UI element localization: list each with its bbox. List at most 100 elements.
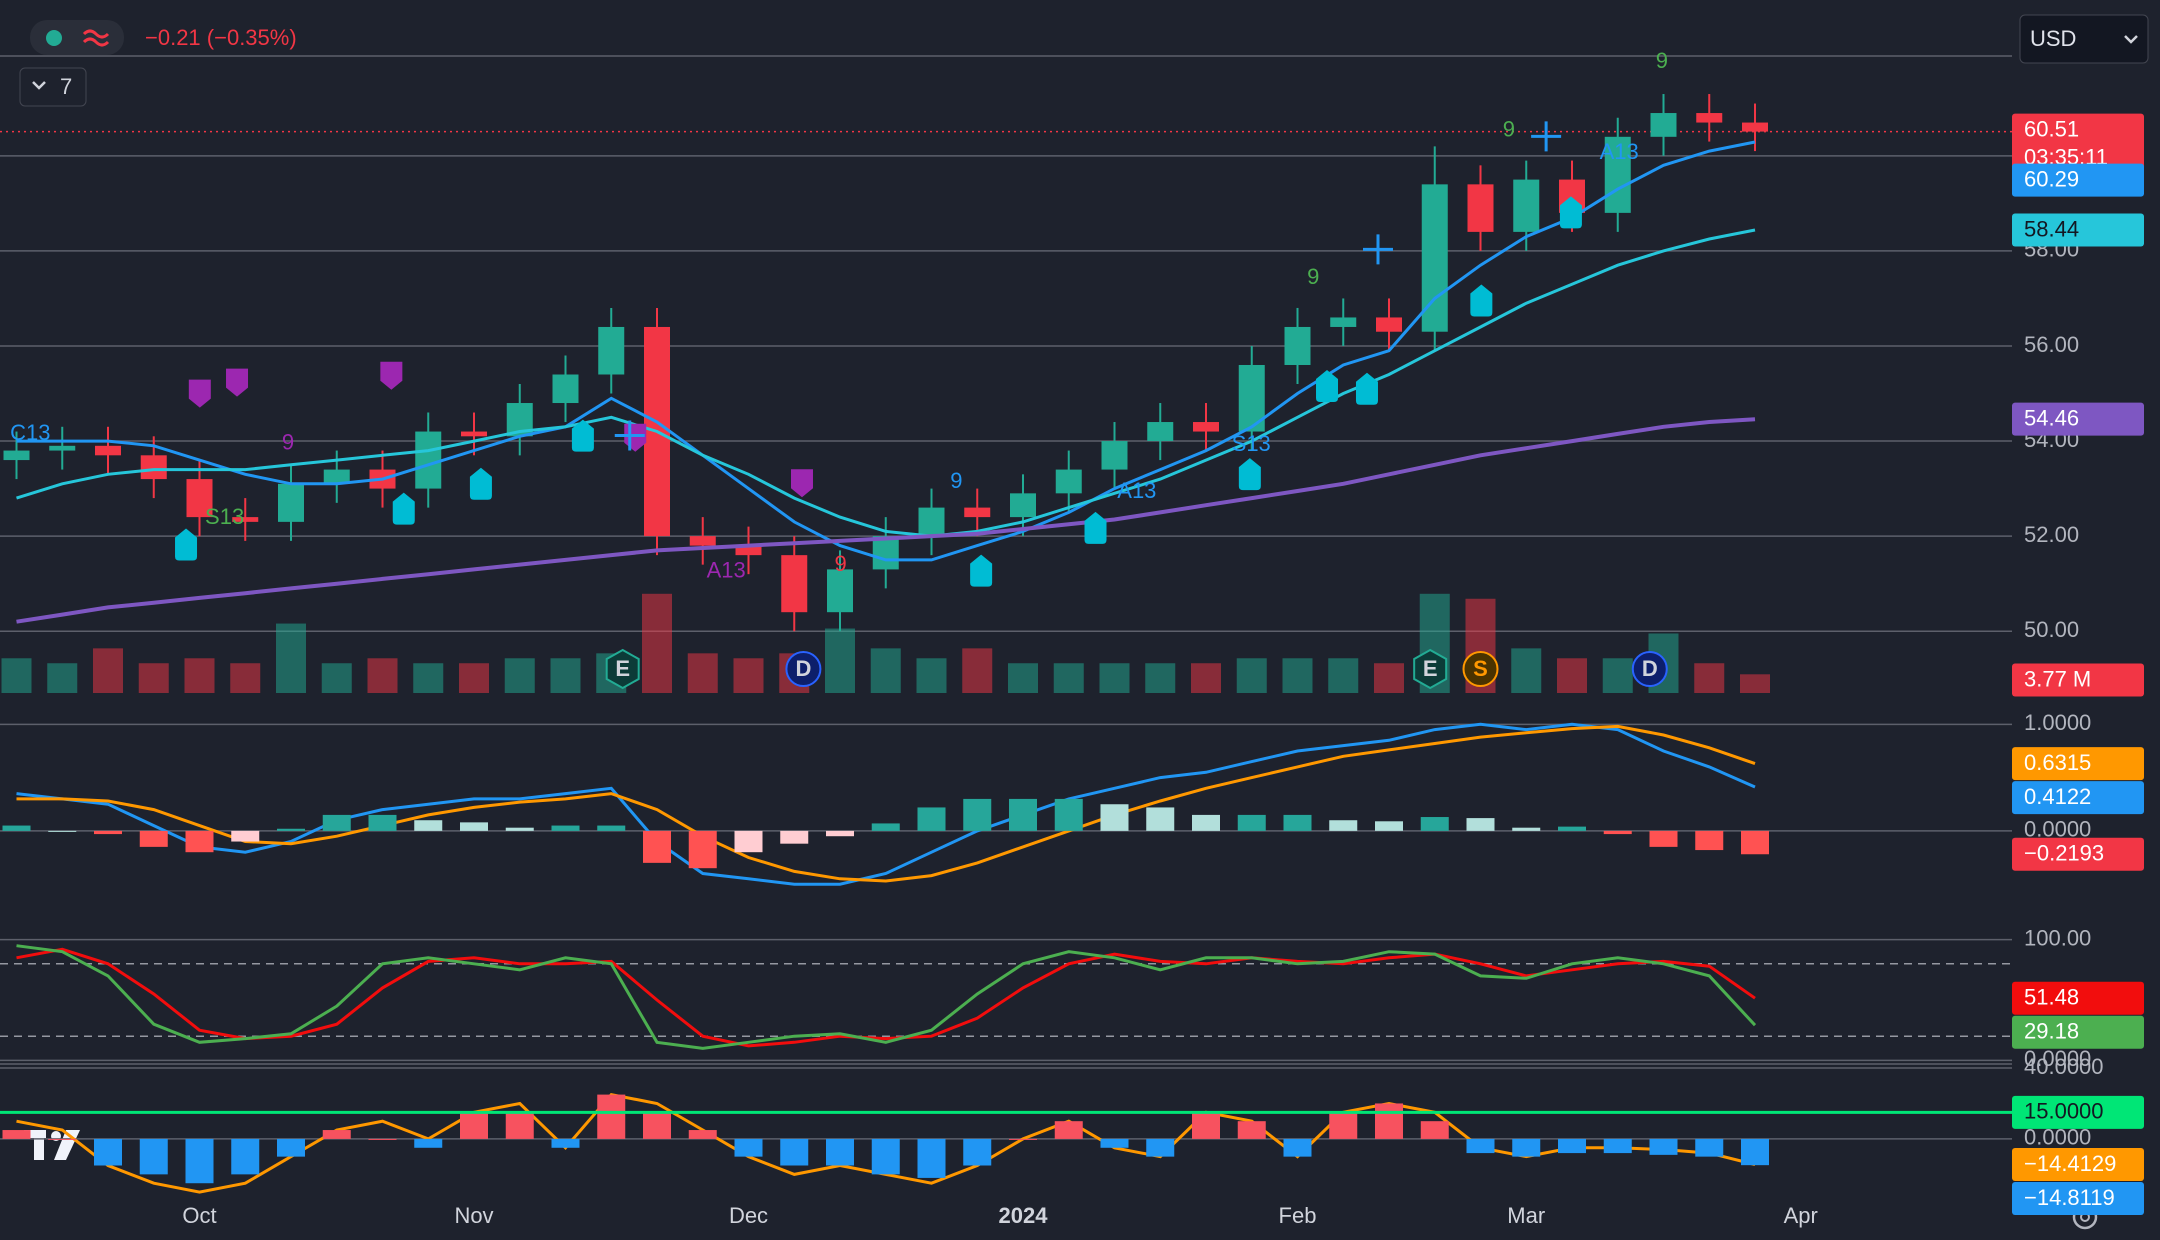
logo-part bbox=[34, 1130, 44, 1160]
volume-bar bbox=[733, 658, 764, 693]
chevron-icon bbox=[32, 81, 46, 90]
histogram-bar bbox=[1329, 820, 1358, 831]
volume-bar bbox=[1694, 663, 1725, 693]
histogram-bar bbox=[1512, 1138, 1541, 1157]
candle-body bbox=[1467, 184, 1494, 232]
histogram-bar bbox=[1009, 1138, 1037, 1140]
histogram-bar bbox=[826, 1138, 854, 1166]
indicator-line bbox=[16, 944, 1757, 1050]
event-label: D bbox=[1642, 656, 1658, 681]
histogram-bar bbox=[414, 1138, 443, 1148]
price-tag bbox=[2012, 163, 2144, 197]
buy-marker bbox=[175, 528, 198, 561]
histogram-bar bbox=[1420, 1121, 1449, 1139]
histogram-bar bbox=[963, 1138, 992, 1166]
volume-bar bbox=[1008, 663, 1038, 693]
event-label: E bbox=[615, 656, 630, 681]
price-tag bbox=[2012, 747, 2144, 781]
histogram-bar bbox=[368, 1138, 397, 1140]
histogram-bar bbox=[48, 830, 77, 832]
event-badge bbox=[1631, 651, 1668, 687]
candle-body bbox=[918, 507, 945, 537]
buy-marker bbox=[970, 554, 993, 587]
volume-bar bbox=[962, 648, 993, 693]
buy-marker bbox=[1316, 369, 1339, 402]
x-tick-label: Dec bbox=[729, 1203, 768, 1228]
volume-bar bbox=[1511, 648, 1542, 693]
candle-body bbox=[598, 326, 625, 375]
x-tick-label: 2024 bbox=[999, 1203, 1049, 1228]
td-label: 9 bbox=[1656, 48, 1668, 73]
histogram-bar bbox=[643, 830, 671, 863]
event-label: D bbox=[795, 656, 811, 681]
event-badge bbox=[605, 648, 640, 690]
histogram-bar bbox=[1146, 1138, 1175, 1157]
sell-marker bbox=[226, 368, 249, 397]
histogram-bar bbox=[1649, 830, 1678, 847]
volume-bar bbox=[1374, 663, 1404, 693]
x-tick-label: Oct bbox=[182, 1203, 216, 1228]
indicator-line bbox=[16, 947, 1756, 1048]
markers: E D E S D C13 S13 9 A13 9 9 A13 S13 9 9 A13 9 bbox=[10, 48, 1668, 690]
histogram-bar bbox=[1237, 814, 1266, 831]
price-tag-label: 54.46 bbox=[2024, 405, 2079, 430]
indicator-line bbox=[16, 724, 1756, 883]
histogram-bar bbox=[139, 1138, 168, 1175]
volume-bar bbox=[1099, 663, 1130, 693]
volume-bar bbox=[916, 658, 947, 693]
histogram-bar bbox=[734, 830, 763, 853]
y-tick-label: 40.0000 bbox=[2024, 1054, 2104, 1079]
candle-body bbox=[1696, 113, 1723, 123]
histogram-bar bbox=[1329, 1112, 1358, 1139]
histogram-bar bbox=[505, 1112, 534, 1139]
currency-chevron bbox=[2124, 35, 2138, 44]
histogram-bar bbox=[551, 825, 580, 831]
candle-body bbox=[3, 450, 30, 461]
histogram-bar bbox=[780, 830, 809, 844]
indicator-toggle[interactable] bbox=[19, 67, 87, 107]
histogram-bar bbox=[1054, 798, 1083, 831]
histogram-bar bbox=[1375, 1103, 1403, 1139]
price-tag bbox=[2012, 837, 2144, 871]
y-tick-label: 0.0000 bbox=[2024, 1046, 2091, 1071]
status-pill[interactable] bbox=[30, 20, 124, 55]
volume-bar bbox=[230, 663, 261, 693]
histogram-bar bbox=[963, 798, 992, 831]
buy-marker bbox=[1084, 511, 1107, 544]
price-tag bbox=[2012, 663, 2144, 697]
moving-average bbox=[16, 417, 1756, 624]
volume-bar bbox=[1145, 663, 1176, 693]
price-tag bbox=[2012, 1147, 2144, 1181]
buy-marker bbox=[469, 467, 492, 500]
candle-body bbox=[140, 455, 167, 480]
event-badge bbox=[1462, 651, 1499, 687]
candle-body bbox=[827, 569, 853, 613]
price-tag-label: 0.6315 bbox=[2024, 750, 2091, 775]
histogram-bar bbox=[871, 823, 900, 831]
price-change: −0.21 (−0.35%) bbox=[145, 25, 297, 50]
histogram-bar bbox=[322, 1130, 351, 1139]
volume-bar bbox=[1602, 658, 1633, 693]
histogram-bar bbox=[1741, 1138, 1769, 1166]
cross-marker bbox=[1363, 234, 1393, 265]
volume-bar bbox=[1053, 663, 1084, 693]
x-tick-label: Mar bbox=[1507, 1203, 1545, 1228]
volume-bar bbox=[47, 663, 78, 693]
histogram-bar bbox=[277, 828, 305, 831]
price-tag-label: −14.4129 bbox=[2024, 1151, 2116, 1176]
histogram-bar bbox=[917, 1138, 946, 1178]
volume-bar bbox=[93, 648, 123, 693]
histogram-bar bbox=[1512, 827, 1541, 831]
price-tag bbox=[2012, 213, 2144, 247]
candle-body bbox=[1147, 422, 1174, 442]
price-tag-label: 60.51 bbox=[2024, 116, 2079, 141]
histogram-bar bbox=[1695, 1138, 1724, 1157]
volume-bar bbox=[413, 663, 444, 693]
y-tick-label: 0.0000 bbox=[2024, 1125, 2091, 1150]
volume-bar bbox=[184, 658, 215, 693]
x-tick-label: Apr bbox=[1784, 1203, 1818, 1228]
currency-select[interactable] bbox=[2019, 14, 2149, 64]
histogram-bar bbox=[1009, 798, 1037, 831]
histogram-bar bbox=[1100, 1138, 1129, 1148]
